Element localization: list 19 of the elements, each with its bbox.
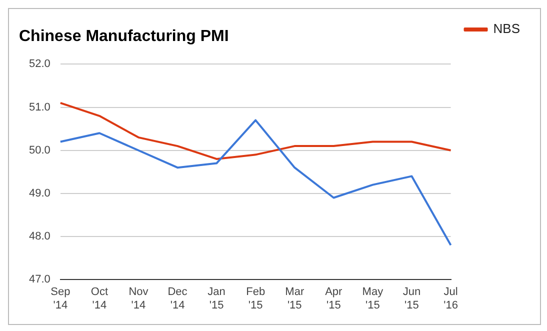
x-tick-label: Feb '15 xyxy=(246,286,266,312)
y-tick-label: 52.0 xyxy=(28,58,50,70)
y-tick-label: 50.0 xyxy=(28,144,50,156)
y-tick-label: 48.0 xyxy=(28,230,50,243)
chart-title: Chinese Manufacturing PMI xyxy=(19,28,229,46)
y-tick-label: 49.0 xyxy=(28,187,50,200)
x-tick-label: Nov '14 xyxy=(128,286,149,312)
x-tick-label: Jan '15 xyxy=(208,286,226,312)
x-tick-label: Sep '14 xyxy=(50,286,70,312)
x-tick-label: Oct '14 xyxy=(90,286,108,312)
x-tick-label: Jun '15 xyxy=(402,286,421,312)
x-tick-label: Jul '16 xyxy=(444,286,458,312)
x-tick-label: Dec '14 xyxy=(168,286,188,312)
y-tick-label: 51.0 xyxy=(28,101,50,114)
legend-label: NBS xyxy=(493,21,520,36)
x-tick-label: May '15 xyxy=(362,286,384,312)
y-tick-label: 47.0 xyxy=(28,274,50,286)
x-tick-label: Apr '15 xyxy=(325,286,343,312)
x-tick-label: Mar '15 xyxy=(285,286,304,312)
